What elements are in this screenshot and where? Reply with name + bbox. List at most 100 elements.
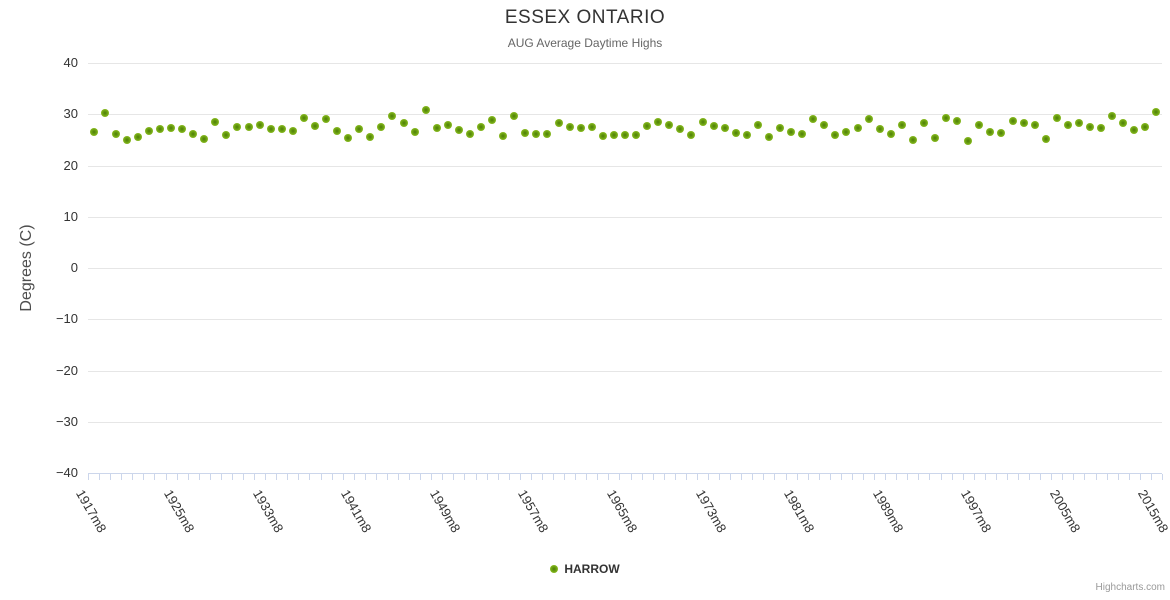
data-point[interactable] — [388, 111, 397, 120]
data-point[interactable] — [787, 127, 796, 136]
data-point[interactable] — [919, 119, 928, 128]
data-point[interactable] — [953, 117, 962, 126]
y-gridline — [88, 63, 1162, 64]
data-point[interactable] — [366, 133, 375, 142]
data-point[interactable] — [266, 124, 275, 133]
data-point[interactable] — [864, 115, 873, 124]
data-point[interactable] — [731, 128, 740, 137]
data-point[interactable] — [432, 123, 441, 132]
data-point[interactable] — [964, 137, 973, 146]
data-point[interactable] — [621, 131, 629, 140]
data-point[interactable] — [798, 129, 807, 138]
data-point[interactable] — [288, 126, 297, 135]
data-point[interactable] — [488, 116, 497, 125]
data-point[interactable] — [1119, 119, 1128, 128]
data-point[interactable] — [344, 133, 353, 142]
data-point[interactable] — [764, 132, 773, 141]
data-point[interactable] — [986, 127, 995, 136]
data-point[interactable] — [643, 122, 652, 131]
data-point[interactable] — [100, 109, 109, 118]
data-point[interactable] — [211, 117, 220, 126]
data-point[interactable] — [587, 123, 596, 132]
data-point[interactable] — [499, 132, 508, 141]
data-point[interactable] — [189, 129, 198, 138]
data-point[interactable] — [709, 122, 718, 131]
data-point[interactable] — [1141, 123, 1150, 132]
data-point[interactable] — [89, 128, 98, 137]
data-point[interactable] — [720, 123, 729, 132]
data-point[interactable] — [377, 123, 386, 132]
data-point[interactable] — [753, 121, 762, 129]
data-point[interactable] — [454, 125, 463, 134]
data-point[interactable] — [521, 128, 530, 137]
data-point[interactable] — [322, 115, 331, 124]
data-point[interactable] — [908, 136, 917, 145]
data-point[interactable] — [1152, 107, 1161, 116]
data-point[interactable] — [632, 130, 641, 139]
data-point[interactable] — [698, 118, 707, 127]
data-point[interactable] — [543, 129, 552, 138]
data-point[interactable] — [410, 127, 419, 136]
data-point[interactable] — [477, 123, 486, 132]
data-point[interactable] — [1008, 116, 1017, 125]
data-point[interactable] — [1108, 112, 1117, 121]
data-point[interactable] — [598, 132, 607, 141]
data-point[interactable] — [931, 134, 940, 143]
data-point[interactable] — [532, 130, 541, 139]
data-point[interactable] — [144, 127, 153, 136]
data-point[interactable] — [875, 124, 884, 133]
data-point[interactable] — [820, 120, 829, 129]
data-point[interactable] — [233, 123, 242, 132]
data-point[interactable] — [676, 124, 685, 133]
data-point[interactable] — [842, 127, 851, 136]
data-point[interactable] — [421, 106, 430, 115]
data-point[interactable] — [665, 121, 674, 129]
data-point[interactable] — [831, 131, 840, 140]
data-point[interactable] — [310, 122, 319, 131]
data-point[interactable] — [155, 125, 164, 134]
data-point[interactable] — [277, 125, 286, 134]
data-point[interactable] — [244, 122, 253, 131]
credits-link[interactable]: Highcharts.com — [1095, 582, 1165, 593]
data-point[interactable] — [1063, 120, 1072, 129]
data-point[interactable] — [1086, 123, 1095, 132]
data-point[interactable] — [1041, 135, 1050, 144]
data-point[interactable] — [886, 129, 895, 138]
data-point[interactable] — [654, 117, 663, 126]
data-point[interactable] — [178, 124, 187, 133]
data-point[interactable] — [465, 129, 474, 138]
data-point[interactable] — [1019, 119, 1028, 128]
data-point[interactable] — [333, 126, 342, 135]
data-point[interactable] — [355, 124, 364, 133]
data-point[interactable] — [133, 132, 142, 141]
data-point[interactable] — [111, 130, 120, 139]
data-point[interactable] — [975, 121, 984, 129]
data-point[interactable] — [609, 131, 618, 140]
data-point[interactable] — [554, 118, 563, 127]
data-point[interactable] — [167, 123, 176, 132]
data-point[interactable] — [122, 135, 131, 144]
data-point[interactable] — [576, 123, 585, 132]
data-point[interactable] — [443, 120, 452, 129]
data-point[interactable] — [1130, 125, 1139, 134]
data-point[interactable] — [942, 114, 951, 123]
data-point[interactable] — [200, 135, 209, 144]
data-point[interactable] — [565, 123, 574, 132]
legend-item-harrow[interactable]: HARROW — [0, 562, 1170, 576]
data-point[interactable] — [1097, 123, 1106, 132]
data-point[interactable] — [1030, 121, 1039, 129]
data-point[interactable] — [1074, 119, 1083, 128]
data-point[interactable] — [687, 131, 696, 140]
data-point[interactable] — [1052, 114, 1061, 123]
data-point[interactable] — [853, 123, 862, 132]
data-point[interactable] — [897, 121, 906, 129]
data-point[interactable] — [997, 128, 1006, 137]
data-point[interactable] — [399, 118, 408, 127]
data-point[interactable] — [299, 114, 308, 123]
data-point[interactable] — [742, 131, 751, 140]
data-point[interactable] — [510, 112, 519, 121]
data-point[interactable] — [255, 120, 264, 129]
data-point[interactable] — [809, 115, 818, 124]
data-point[interactable] — [776, 123, 784, 132]
data-point[interactable] — [222, 131, 231, 140]
